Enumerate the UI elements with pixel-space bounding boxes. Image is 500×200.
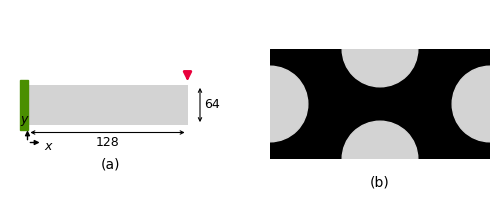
Circle shape bbox=[452, 66, 500, 142]
Circle shape bbox=[232, 66, 308, 142]
Text: y: y bbox=[21, 113, 28, 126]
Text: x: x bbox=[44, 140, 52, 152]
Bar bbox=[28, 85, 188, 125]
Text: (b): (b) bbox=[370, 176, 390, 190]
Circle shape bbox=[342, 121, 418, 197]
Bar bbox=[20, 80, 28, 130]
Circle shape bbox=[342, 11, 418, 87]
Text: 64: 64 bbox=[204, 98, 220, 112]
Text: (a): (a) bbox=[100, 158, 120, 171]
Text: 128: 128 bbox=[96, 136, 120, 150]
